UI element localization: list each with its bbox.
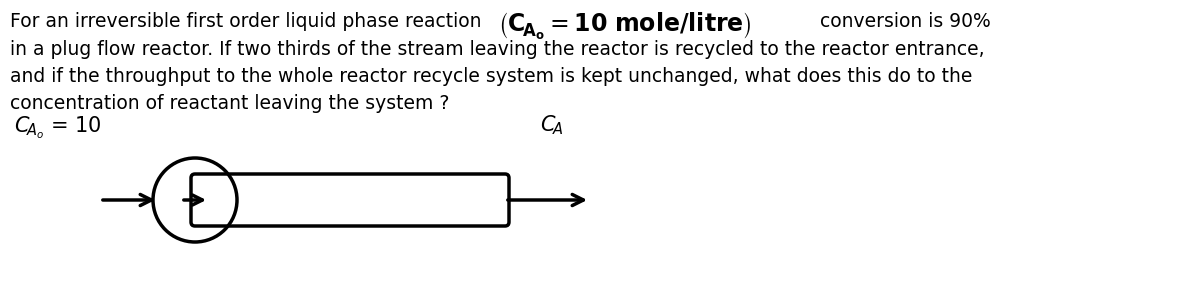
Text: in a plug flow reactor. If two thirds of the stream leaving the reactor is recyc: in a plug flow reactor. If two thirds of…: [10, 40, 985, 59]
Text: concentration of reactant leaving the system ?: concentration of reactant leaving the sy…: [10, 94, 449, 113]
Text: $\left(\mathbf{C}_{\!\mathbf{A_o}} = \mathbf{10}\ \mathbf{mole/litre}\right)$: $\left(\mathbf{C}_{\!\mathbf{A_o}} = \ma…: [498, 10, 751, 41]
Text: conversion is 90%: conversion is 90%: [820, 12, 991, 31]
Text: $C_{\!A}$: $C_{\!A}$: [540, 113, 563, 136]
Text: and if the throughput to the whole reactor recycle system is kept unchanged, wha: and if the throughput to the whole react…: [10, 67, 972, 86]
Text: $C_{\!A_o}$ = 10: $C_{\!A_o}$ = 10: [14, 115, 101, 141]
Text: For an irreversible first order liquid phase reaction: For an irreversible first order liquid p…: [10, 12, 487, 31]
